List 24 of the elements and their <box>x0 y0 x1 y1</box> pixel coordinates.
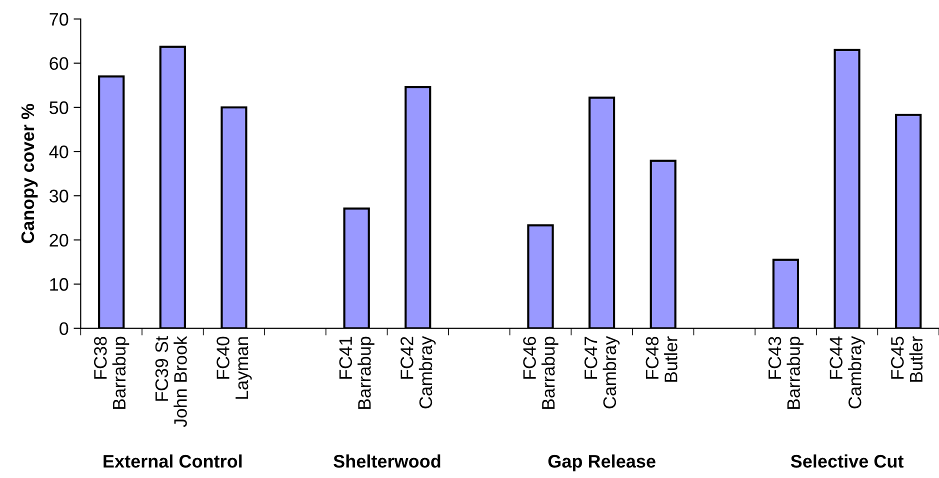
y-tick-label: 40 <box>49 145 68 158</box>
x-tick-label: FC41 Barrabup <box>339 336 374 409</box>
y-tick-label: 50 <box>50 101 68 114</box>
x-tick-label: FC40 Layman <box>216 336 252 399</box>
y-tick-label: 10 <box>50 278 68 291</box>
y-tick-label: 20 <box>50 234 68 247</box>
y-tick-label: 30 <box>50 190 68 202</box>
text: Shelterwood <box>334 454 440 468</box>
text: External Control <box>104 454 242 468</box>
x-tick-label: FC39 St John Brook <box>155 336 187 428</box>
x-tick-label: FC44 Cambray <box>830 336 865 408</box>
x-tick-label: FC46 Barrabup <box>523 336 558 409</box>
x-tick-label: FC42 Cambray <box>400 336 436 408</box>
x-tick-label: FC43 Barrabup <box>768 336 804 409</box>
x-tick-label: FC45 Butler <box>891 336 923 382</box>
y-tick-label: 60 <box>50 57 68 70</box>
x-tick-label: FC47 Cambray <box>584 336 620 408</box>
y-axis-title: Canopy cover % <box>21 104 38 244</box>
y-tick-label: 0 <box>60 322 68 336</box>
x-tick-label: FC48 Butler <box>646 336 678 382</box>
y-tick-label: 70 <box>50 12 68 26</box>
x-tick-label: FC38 Barrabup <box>94 336 130 409</box>
text: Selective Cut <box>790 454 904 468</box>
text: Gap Release <box>548 454 656 472</box>
